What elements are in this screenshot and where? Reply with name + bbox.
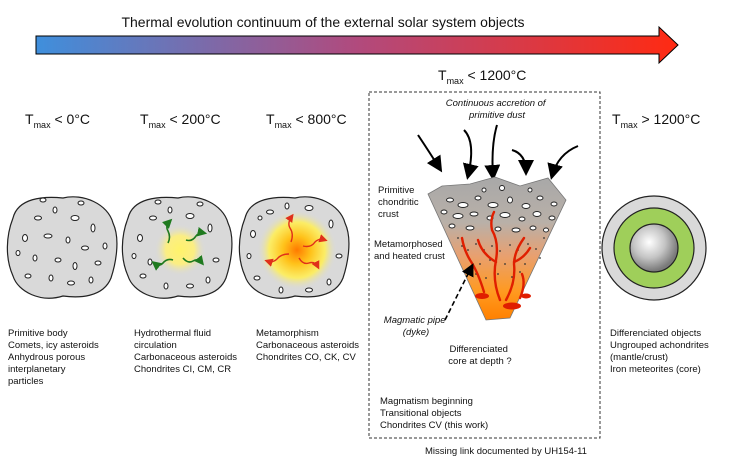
magma-dykes bbox=[460, 210, 532, 302]
accretion-arrow bbox=[511, 149, 534, 176]
temp-label-stage-1: Tmax < 0°C bbox=[25, 111, 90, 130]
metamorphosed-body bbox=[238, 196, 350, 299]
hydrothermal-body bbox=[121, 196, 233, 299]
crust-chondrules bbox=[440, 185, 558, 233]
planetesimal-cross-section bbox=[427, 176, 567, 321]
fluid-flow-arrow bbox=[162, 218, 173, 244]
heat-flow-arrow bbox=[298, 257, 320, 270]
accretion-arrows bbox=[417, 124, 579, 181]
accretion-arrow bbox=[417, 134, 443, 173]
stage-5-description: Differenciated objects Ungrouped achondr… bbox=[610, 328, 711, 375]
primitive-body bbox=[6, 196, 118, 299]
stage-3-description: Metamorphism Carbonaceous asteroids Chon… bbox=[256, 328, 362, 363]
temp-label-stage-4: Tmax < 1200°C bbox=[438, 67, 526, 86]
stage-1-description: Primitive body Comets, icy asteroids Anh… bbox=[8, 328, 101, 387]
differentiated-core-label: Differenciated core at depth ? bbox=[448, 344, 511, 367]
crust-label: Primitive chondritic crust bbox=[378, 185, 421, 220]
temp-label-stage-5: Tmax > 1200°C bbox=[612, 111, 700, 130]
diagram-title: Thermal evolution continuum of the exter… bbox=[121, 14, 524, 30]
temp-label-stage-3: Tmax < 800°C bbox=[266, 111, 347, 130]
metamorphic-speckles bbox=[457, 237, 545, 279]
footer-note: Missing link documented by UH154-11 bbox=[425, 446, 587, 457]
fluid-flow-arrow bbox=[151, 258, 174, 271]
accretion-label: Continuous accretion of primitive dust bbox=[446, 98, 548, 121]
heat-flow-arrow bbox=[302, 234, 328, 248]
accretion-arrow bbox=[462, 129, 479, 180]
magmatic-pipe-label: Magmatic pipe (dyke) bbox=[384, 315, 448, 338]
stage-2-description: Hydrothermal fluid circulation Carbonace… bbox=[134, 328, 240, 375]
magma-pools bbox=[475, 293, 531, 310]
accretion-arrow bbox=[484, 124, 501, 181]
metamorphosed-crust-label: Metamorphosed and heated crust bbox=[374, 239, 445, 262]
accretion-arrow bbox=[547, 145, 579, 180]
heat-flow-arrow bbox=[285, 213, 294, 243]
thermal-continuum-arrow bbox=[35, 25, 679, 65]
differentiated-body bbox=[601, 195, 707, 301]
pipe-pointer-arrow bbox=[444, 263, 474, 321]
temp-label-stage-2: Tmax < 200°C bbox=[140, 111, 221, 130]
stage-4-description: Magmatism beginning Transitional objects… bbox=[380, 396, 488, 431]
transitional-stage-box bbox=[368, 91, 601, 439]
fluid-flow-arrow bbox=[185, 227, 208, 242]
heat-flow-arrow bbox=[264, 253, 290, 267]
fluid-flow-arrow bbox=[182, 255, 205, 266]
